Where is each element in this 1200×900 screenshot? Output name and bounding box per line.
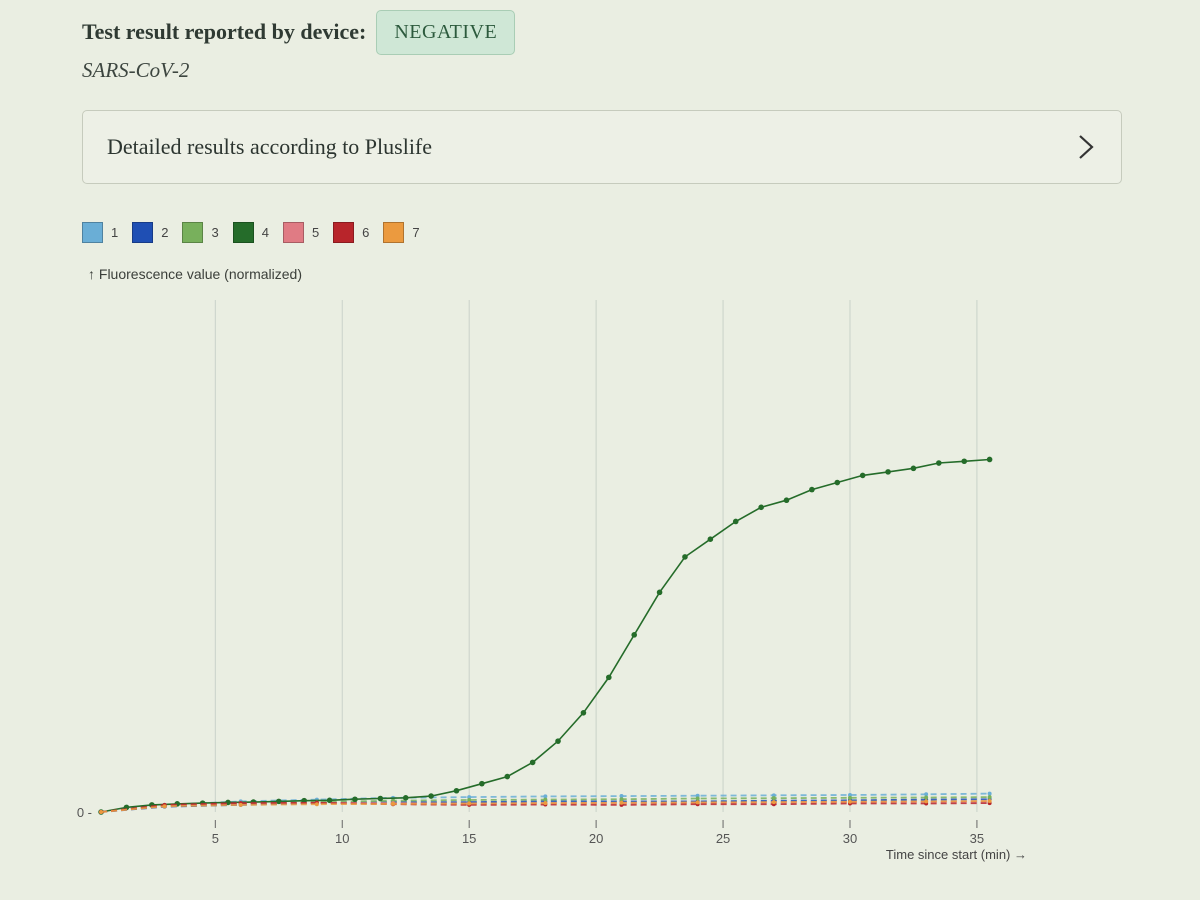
data-point-7 — [924, 799, 929, 804]
data-point-4 — [275, 798, 282, 805]
data-point-3 — [695, 796, 700, 801]
legend-swatch — [132, 222, 154, 243]
data-point-4 — [656, 589, 663, 596]
data-point-7 — [162, 804, 167, 809]
legend-swatch — [232, 222, 254, 243]
data-point-1 — [771, 793, 776, 798]
data-point-4 — [783, 497, 790, 504]
result-label: Test result reported by device: — [82, 19, 367, 44]
legend-swatch — [182, 222, 204, 243]
data-point-4 — [834, 479, 841, 486]
fluorescence-chart: 5 10 15 20 25 30 35 0 - Time since start (min) → — [77, 300, 1027, 862]
legend-item-6[interactable]: 6 — [333, 222, 369, 243]
detailed-results-panel[interactable]: Detailed results according to Pluslife — [82, 110, 1122, 184]
data-point-4 — [326, 797, 333, 804]
legend-label: 2 — [161, 225, 169, 240]
data-point-4 — [809, 486, 815, 493]
data-point-4 — [555, 738, 561, 744]
data-point-3 — [847, 795, 852, 800]
data-point-4 — [428, 793, 434, 799]
data-point-4 — [631, 632, 637, 638]
data-point-7 — [467, 801, 472, 806]
data-point-4 — [682, 554, 688, 560]
legend-item-1[interactable]: 1 — [82, 222, 118, 243]
legend-swatch — [282, 222, 304, 243]
data-point-1 — [695, 793, 700, 798]
x-tick-label: 35 — [970, 831, 984, 846]
pathogen-name: SARS-CoV-2 — [82, 58, 190, 82]
data-point-4 — [402, 795, 409, 801]
data-point-4 — [732, 518, 739, 525]
data-point-1 — [467, 795, 472, 800]
data-point-7 — [238, 802, 243, 807]
data-point-3 — [987, 795, 992, 800]
result-row: Test result reported by device: NEGATIVE — [82, 8, 516, 56]
series-line-4 — [100, 458, 990, 813]
x-tick-label: 5 — [212, 831, 219, 846]
data-point-4 — [707, 536, 714, 542]
data-point-4 — [479, 780, 485, 787]
data-point-7 — [391, 801, 396, 806]
data-point-4 — [580, 710, 587, 716]
data-point-1 — [987, 791, 992, 796]
data-point-4 — [453, 787, 460, 794]
y-tick-label: 0 - — [77, 805, 92, 820]
x-tick-label: 10 — [335, 831, 349, 846]
legend-label: 6 — [362, 225, 370, 240]
legend-item-5[interactable]: 5 — [282, 222, 320, 243]
result-badge: NEGATIVE — [376, 9, 516, 55]
data-point-4 — [377, 795, 384, 802]
data-point-4 — [758, 504, 764, 511]
legend-item-3[interactable]: 3 — [182, 222, 219, 243]
data-point-7 — [695, 800, 700, 805]
data-point-4 — [986, 456, 993, 463]
y-axis-label: ↑ Fluorescence value (normalized) — [88, 266, 302, 282]
x-tick-label: 15 — [462, 831, 476, 846]
data-point-7 — [847, 799, 852, 804]
data-point-4 — [961, 458, 968, 465]
legend-item-2[interactable]: 2 — [132, 222, 168, 243]
data-point-4 — [936, 460, 942, 466]
data-point-3 — [543, 797, 548, 802]
data-point-7 — [619, 800, 624, 805]
chevron-right-icon — [1079, 135, 1094, 159]
data-point-1 — [619, 794, 624, 799]
data-point-1 — [847, 792, 852, 797]
data-point-4 — [885, 469, 891, 475]
data-point-4 — [529, 759, 536, 766]
data-point-4 — [606, 674, 612, 681]
legend-label: 4 — [261, 225, 269, 240]
data-point-4 — [504, 773, 511, 780]
legend-label: 3 — [211, 225, 219, 240]
x-tick-label: 20 — [589, 831, 603, 846]
legend-item-7[interactable]: 7 — [383, 222, 420, 243]
data-point-4 — [352, 796, 358, 803]
legend-label: 1 — [111, 225, 119, 240]
legend-swatch — [383, 222, 405, 243]
data-point-3 — [467, 797, 472, 802]
data-point-3 — [619, 797, 624, 802]
data-point-7 — [543, 801, 548, 806]
data-point-7 — [99, 810, 104, 814]
legend-item-4[interactable]: 4 — [232, 222, 269, 243]
x-tick-label: 25 — [716, 831, 730, 846]
data-point-1 — [924, 792, 929, 797]
legend-swatch — [333, 222, 355, 243]
data-point-1 — [543, 794, 548, 799]
data-point-7 — [771, 800, 776, 805]
chart-legend: 1 2 3 4 5 6 7 — [82, 222, 434, 243]
x-tick-label: 30 — [843, 831, 857, 846]
detailed-results-label: Detailed results according to Pluslife — [107, 134, 433, 159]
x-axis-label: Time since start (min) → — [886, 847, 1027, 862]
data-point-4 — [910, 465, 917, 472]
data-point-4 — [859, 472, 866, 479]
legend-label: 5 — [311, 225, 320, 240]
legend-label: 7 — [412, 225, 420, 240]
data-point-7 — [987, 799, 992, 804]
data-point-3 — [771, 796, 776, 801]
data-point-3 — [924, 795, 929, 800]
legend-swatch — [82, 222, 103, 243]
data-point-7 — [314, 802, 319, 807]
